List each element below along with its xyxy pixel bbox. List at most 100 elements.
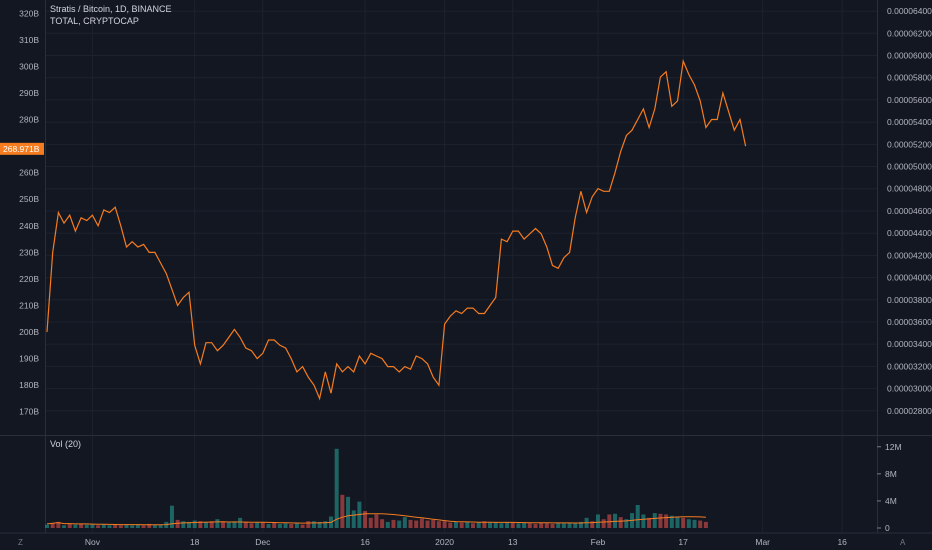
volume-bar — [647, 517, 652, 528]
volume-bar — [493, 521, 498, 528]
volume-bar — [476, 522, 481, 528]
volume-bar — [635, 504, 640, 528]
volume-bar — [96, 525, 101, 528]
time-axis-tick-label: Mar — [755, 537, 770, 547]
volume-axis-tick-label: 8M — [885, 469, 897, 479]
volume-bar — [300, 524, 305, 528]
volume-bar — [101, 524, 106, 528]
volume-bar — [192, 520, 197, 528]
volume-bar — [425, 520, 430, 528]
right-axis-tick-label: 0.00003000 — [887, 384, 932, 394]
volume-bar — [510, 522, 515, 528]
time-axis-tick-label: 17 — [678, 537, 688, 547]
volume-bar — [397, 520, 402, 528]
volume-bar — [124, 524, 129, 528]
symbol-title[interactable]: Stratis / Bitcoin, 1D, BINANCE — [50, 4, 172, 14]
volume-bar — [681, 517, 686, 528]
volume-bar — [453, 521, 458, 528]
volume-bar — [624, 519, 629, 528]
volume-bar — [652, 513, 657, 528]
left-axis-tick-label: 300B — [19, 61, 39, 71]
volume-bar — [84, 524, 89, 528]
volume-bar — [198, 521, 203, 528]
volume-bar — [675, 516, 680, 528]
volume-bar — [607, 514, 612, 528]
left-axis-tick-label: 210B — [19, 300, 39, 310]
total-cryptocap-line — [46, 58, 747, 401]
volume-bar — [368, 517, 373, 528]
volume-bar — [641, 514, 646, 528]
volume-bar — [431, 519, 436, 528]
left-axis-tick-label: 180B — [19, 380, 39, 390]
volume-bar — [664, 514, 669, 528]
time-axis-tick-label: 18 — [190, 537, 200, 547]
volume-bar — [590, 521, 595, 528]
volume-bar — [107, 525, 112, 528]
time-axis-tick-label: 16 — [837, 537, 847, 547]
volume-bar — [56, 521, 61, 528]
volume-bar — [226, 522, 231, 528]
volume-bar — [204, 521, 209, 528]
volume-title[interactable]: Vol (20) — [50, 439, 82, 449]
volume-bar — [669, 515, 674, 528]
volume-bar — [363, 511, 368, 528]
right-axis-tick-label: 0.00006400 — [887, 6, 932, 16]
volume-bar — [113, 524, 118, 528]
volume-bar — [289, 523, 294, 528]
volume-bar — [402, 517, 407, 528]
volume-bar — [232, 521, 237, 528]
right-axis-tick-label: 0.00003400 — [887, 339, 932, 349]
volume-bar — [516, 523, 521, 528]
volume-bar — [272, 522, 277, 528]
volume-bar — [601, 519, 606, 528]
left-axis-tick-label: 220B — [19, 274, 39, 284]
volume-bar — [130, 525, 135, 528]
volume-bar — [488, 522, 493, 528]
volume-bar — [181, 521, 186, 528]
timezone-z-button[interactable]: Z — [18, 538, 23, 547]
right-axis-tick-label: 0.00005000 — [887, 162, 932, 172]
total-last-value-badge: 268.971B — [3, 144, 40, 154]
overlay-title[interactable]: TOTAL, CRYPTOCAP — [50, 16, 139, 26]
volume-bar — [243, 521, 248, 528]
volume-bar — [169, 505, 174, 528]
volume-bar — [522, 522, 527, 528]
volume-bar — [340, 494, 345, 528]
volume-axis-tick-label: 4M — [885, 496, 897, 506]
volume-bar — [147, 523, 152, 528]
volume-bar — [294, 523, 299, 528]
volume-bar — [209, 521, 214, 528]
volume-bar — [255, 522, 260, 528]
volume-bar — [618, 517, 623, 528]
volume-bar — [414, 520, 419, 528]
volume-bar — [90, 524, 95, 528]
right-axis-tick-label: 0.00003600 — [887, 317, 932, 327]
volume-bar — [385, 521, 390, 528]
time-axis-tick-label: Feb — [591, 537, 606, 547]
right-axis-tick-label: 0.00004000 — [887, 273, 932, 283]
right-axis-tick-label: 0.00005200 — [887, 139, 932, 149]
volume-bar — [595, 514, 600, 528]
volume-bar — [249, 523, 254, 528]
left-axis-tick-label: 200B — [19, 327, 39, 337]
volume-bar — [238, 517, 243, 528]
volume-bar — [499, 523, 504, 528]
volume-bar — [703, 521, 708, 528]
axes: 0.00002800 0.00003000 0.00003200 0.00003400… — [19, 6, 932, 547]
volume-bar — [323, 521, 328, 528]
left-axis-tick-label: 280B — [19, 115, 39, 125]
left-axis-tick-label: 190B — [19, 354, 39, 364]
volume-bar — [266, 523, 271, 528]
left-axis-tick-label: 170B — [19, 407, 39, 417]
left-axis-tick-label: 240B — [19, 221, 39, 231]
volume-bar — [613, 513, 617, 528]
volume-bar — [419, 518, 424, 528]
volume-bar — [573, 523, 578, 528]
right-axis-tick-label: 0.00003800 — [887, 295, 932, 305]
auto-scale-button[interactable]: A — [900, 538, 906, 547]
volume-ma-series — [46, 513, 706, 526]
left-axis-tick-label: 230B — [19, 247, 39, 257]
volume-bar — [260, 522, 265, 528]
total-last-value-badge-bg — [0, 142, 44, 155]
